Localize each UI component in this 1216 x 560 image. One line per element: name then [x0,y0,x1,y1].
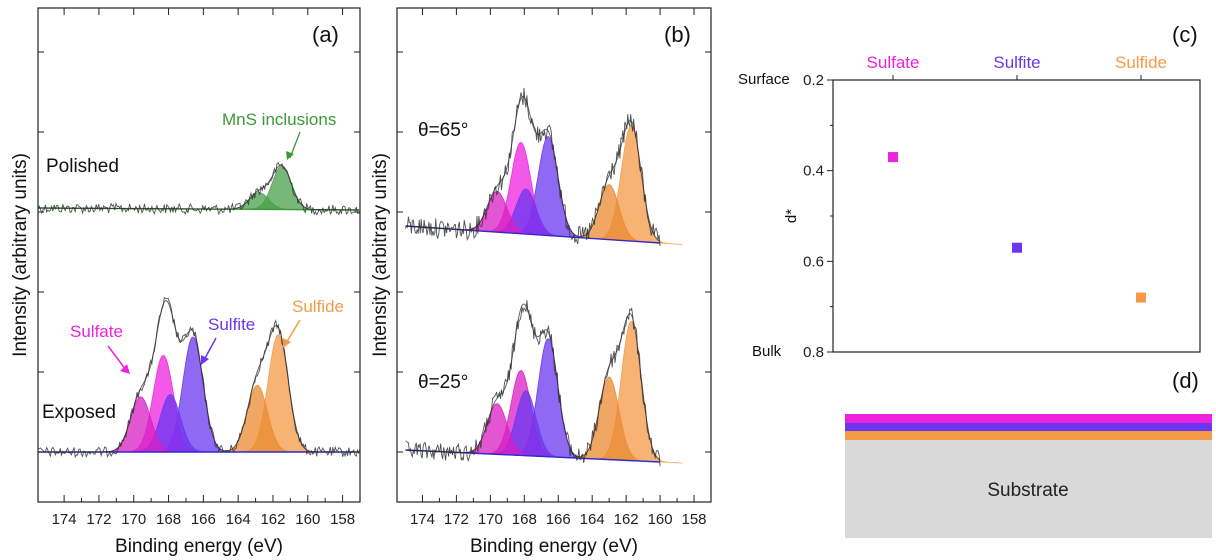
panel-a-x-axis-label: Binding energy (eV) [115,536,283,557]
panel-c-category-labels: Sulfate Sulfite Sulfide [867,53,1167,72]
exposed-label: Exposed [42,402,116,423]
panel-b-x-ticks: 174 172 170 168 166 164 162 160 158 [410,8,712,528]
panel-c-points [888,152,1146,303]
x-tick-label: 162 [614,511,639,528]
substrate [845,440,1212,538]
panel-d-letter: (d) [1172,368,1199,393]
sulfate-arrowhead-a [120,364,130,374]
panel-c: 0.2 0.4 0.6 0.8 Sulfate Sulfite Sulfide (c) S… [738,22,1201,361]
panel-d: (d) Substrate [845,368,1212,538]
raw-spectrum [405,87,661,247]
c-y-tick-label: 0.8 [803,344,824,361]
x-tick-label: 168 [156,511,181,528]
x-tick-label: 174 [52,511,77,528]
x-tick-label: 168 [512,511,537,528]
c-y-tick-label: 0.4 [803,163,824,180]
theta65-label: θ=65° [418,120,468,141]
c-point-sulfide [1136,292,1146,303]
x-tick-label: 158 [682,511,707,528]
substrate-label: Substrate [987,480,1068,501]
c-category-label-sulfite: Sulfite [993,53,1040,72]
sulfide-label-a: Sulfide [292,297,344,316]
theta25-label: θ=25° [418,372,468,393]
x-tick-label: 166 [546,511,571,528]
panel-a-y-axis-label: Intensity (arbitrary units) [10,153,31,357]
c-category-label-sulfate: Sulfate [867,53,920,72]
panel-c-letter: (c) [1172,22,1198,47]
raw-spectrum [37,162,361,216]
panel-a-letter: (a) [312,22,339,47]
c-point-sulfate [888,152,898,163]
x-tick-label: 170 [478,511,503,528]
x-tick-label: 172 [86,511,111,528]
x-tick-label: 158 [330,511,355,528]
panel-a: 174 172 170 168 166 164 162 160 158 (a) Binding … [10,7,361,557]
bulk-label: Bulk [752,343,782,360]
panel-c-frame [832,79,1201,353]
layer-sulfite [845,423,1212,431]
x-tick-label: 164 [226,511,251,528]
panel-b-y-axis-label: Intensity (arbitrary units) [370,153,391,357]
x-tick-label: 172 [444,511,469,528]
panel-b: 174 172 170 168 166 164 162 160 158 (b) Binding … [370,7,712,557]
panel-b-y-ticks [397,51,711,453]
x-tick-label: 160 [648,511,673,528]
mns-arrowhead [286,151,294,160]
c-point-sulfite [1012,242,1022,253]
panel-b-letter: (b) [664,22,691,47]
sulfide-arrowhead-a [283,338,291,348]
panel-b-spectra [405,87,683,467]
panel-c-ticks: 0.2 0.4 0.6 0.8 [803,72,1142,361]
sulfide-arrow-a [285,319,301,344]
sulfite-arrowhead-a [201,355,209,365]
layer-sulfide [845,431,1212,440]
sulfite-label-a: Sulfite [208,315,255,334]
fit-envelope [405,95,661,242]
x-tick-label: 170 [121,511,146,528]
sulfate-label-a: Sulfate [70,322,123,341]
raw-spectrum [37,296,361,459]
surface-label: Surface [738,71,790,88]
c-category-label-sulfide: Sulfide [1115,53,1167,72]
x-tick-label: 164 [580,511,605,528]
mns-label: MnS inclusions [222,110,336,129]
panel-b-frame [396,7,712,503]
sulfate-arrow-a [107,345,127,371]
panel-b-x-axis-label: Binding energy (eV) [470,536,638,557]
c-y-tick-label: 0.6 [803,253,824,270]
x-tick-label: 162 [260,511,285,528]
sulfite-arrow-a [203,337,217,361]
x-tick-label: 174 [410,511,435,528]
panel-a-spectra [37,162,361,459]
layer-sulfate [845,414,1212,423]
panel-a-x-ticks: 174 172 170 168 166 164 162 160 158 [52,8,361,528]
x-tick-label: 166 [191,511,216,528]
polished-label: Polished [46,156,119,177]
panel-a-frame [37,7,361,503]
x-tick-label: 160 [295,511,320,528]
raw-spectrum [405,300,661,467]
panel-c-y-axis-label: d* [783,209,800,223]
c-y-tick-label: 0.2 [803,72,824,89]
